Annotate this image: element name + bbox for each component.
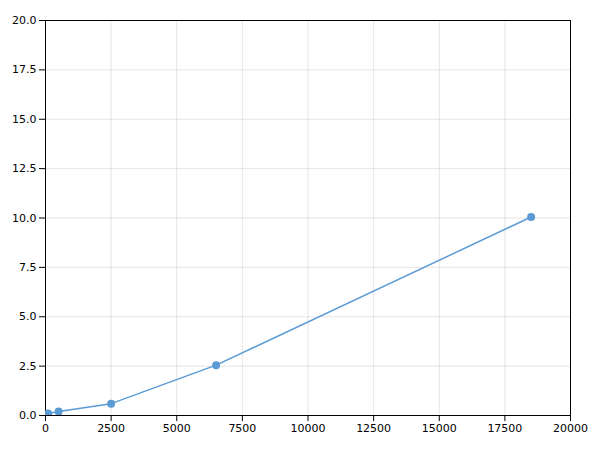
svg-text:20000: 20000 bbox=[553, 422, 588, 435]
svg-text:7500: 7500 bbox=[228, 422, 256, 435]
svg-text:20.0: 20.0 bbox=[12, 14, 37, 27]
svg-text:5.0: 5.0 bbox=[19, 310, 37, 323]
svg-text:17500: 17500 bbox=[487, 422, 522, 435]
svg-text:2.5: 2.5 bbox=[19, 360, 37, 373]
svg-text:12500: 12500 bbox=[356, 422, 391, 435]
svg-text:0.0: 0.0 bbox=[19, 409, 37, 422]
svg-text:10000: 10000 bbox=[291, 422, 326, 435]
svg-text:12.5: 12.5 bbox=[12, 162, 37, 175]
svg-text:15000: 15000 bbox=[422, 422, 457, 435]
svg-text:5000: 5000 bbox=[163, 422, 191, 435]
svg-text:2500: 2500 bbox=[97, 422, 125, 435]
svg-text:17.5: 17.5 bbox=[12, 63, 37, 76]
svg-text:0: 0 bbox=[42, 422, 49, 435]
svg-text:10.0: 10.0 bbox=[12, 212, 37, 225]
svg-text:7.5: 7.5 bbox=[19, 261, 37, 274]
svg-text:15.0: 15.0 bbox=[12, 113, 37, 126]
